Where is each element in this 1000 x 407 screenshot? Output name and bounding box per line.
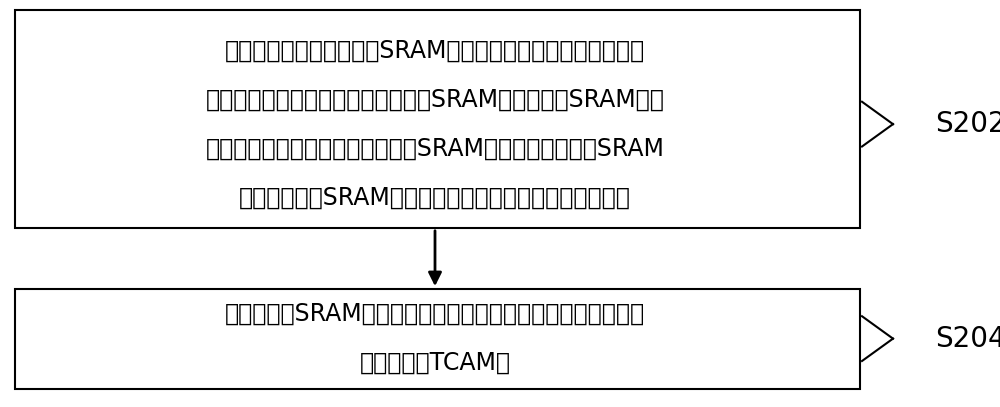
Text: 由地址的公共前缀，其中，所述多级SRAM中最后一级SRAM用于: 由地址的公共前缀，其中，所述多级SRAM中最后一级SRAM用于	[206, 88, 664, 112]
Text: 通过多级静态随机存储器SRAM存储多个路由地址与所述多个路: 通过多级静态随机存储器SRAM存储多个路由地址与所述多个路	[225, 39, 645, 63]
Text: 之外的其他级SRAM用于存储所述多个路由地址的公共前缀: 之外的其他级SRAM用于存储所述多个路由地址的公共前缀	[239, 186, 631, 209]
Text: S204: S204	[935, 325, 1000, 352]
Text: 寻址存储器TCAM中: 寻址存储器TCAM中	[360, 351, 511, 375]
Text: 将所述多级SRAM中第一级公共前缀的公共前缀存储于三态内容: 将所述多级SRAM中第一级公共前缀的公共前缀存储于三态内容	[225, 302, 645, 326]
FancyBboxPatch shape	[15, 289, 860, 389]
Text: S202: S202	[935, 110, 1000, 138]
Text: 存储所述多个路由地址，所述多级SRAM中除所述最后一级SRAM: 存储所述多个路由地址，所述多级SRAM中除所述最后一级SRAM	[206, 137, 664, 160]
FancyBboxPatch shape	[15, 10, 860, 228]
